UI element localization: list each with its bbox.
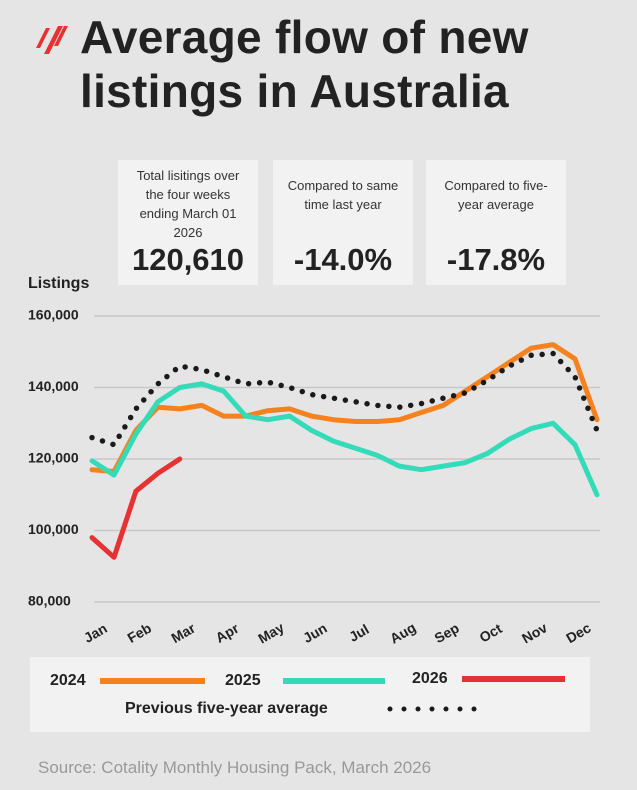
logo (36, 26, 68, 54)
legend-label: 2025 (225, 672, 261, 689)
chart-title: Average flow of new listings in Australi… (80, 11, 529, 117)
x-tick-label: Oct (476, 620, 505, 646)
x-tick-label: Jun (300, 620, 330, 646)
stat-box: Total lisitings over the four weeks endi… (118, 160, 258, 285)
series-line (89, 381, 600, 498)
stat-box: Compared to same time last year -14.0% (273, 160, 413, 285)
x-tick-label: Sep (432, 620, 462, 647)
y-tick-label: 100,000 (28, 521, 79, 537)
x-tick-label: Mar (168, 619, 198, 646)
x-tick-label: Dec (563, 619, 593, 646)
legend-box (30, 657, 590, 732)
x-tick-label: Jan (81, 620, 110, 646)
stat-label: Compared to same time last year (287, 178, 399, 212)
stat-label: Compared to five-year average (444, 178, 548, 212)
y-tick-label: 80,000 (28, 593, 71, 609)
x-tick-label: Nov (519, 619, 550, 646)
y-tick-label: 120,000 (28, 450, 79, 466)
x-tick-label: May (255, 619, 287, 647)
series-line (89, 342, 600, 474)
x-tick-label: Aug (387, 619, 419, 646)
legend-label: Previous five-year average (125, 700, 328, 717)
x-tick-label: Feb (124, 620, 154, 646)
x-tick-label: Jul (346, 621, 372, 645)
stat-value: -17.8% (446, 242, 546, 277)
series-line (89, 350, 600, 448)
stat-value: 120,610 (131, 242, 245, 277)
stat-box: Compared to five-year average -17.8% (426, 160, 566, 285)
y-axis-label: Listings (28, 275, 89, 292)
legend-label: 2026 (412, 670, 448, 687)
y-tick-label: 160,000 (28, 307, 79, 323)
stat-label: Total lisitings over the four weeks endi… (136, 168, 240, 240)
source-note: Source: Cotality Monthly Housing Pack, M… (38, 758, 432, 777)
y-tick-label: 140,000 (28, 378, 79, 394)
x-tick-label: Apr (213, 620, 242, 646)
stat-value: -14.0% (293, 242, 393, 277)
legend-label: 2024 (50, 672, 86, 689)
series-line (89, 456, 183, 560)
